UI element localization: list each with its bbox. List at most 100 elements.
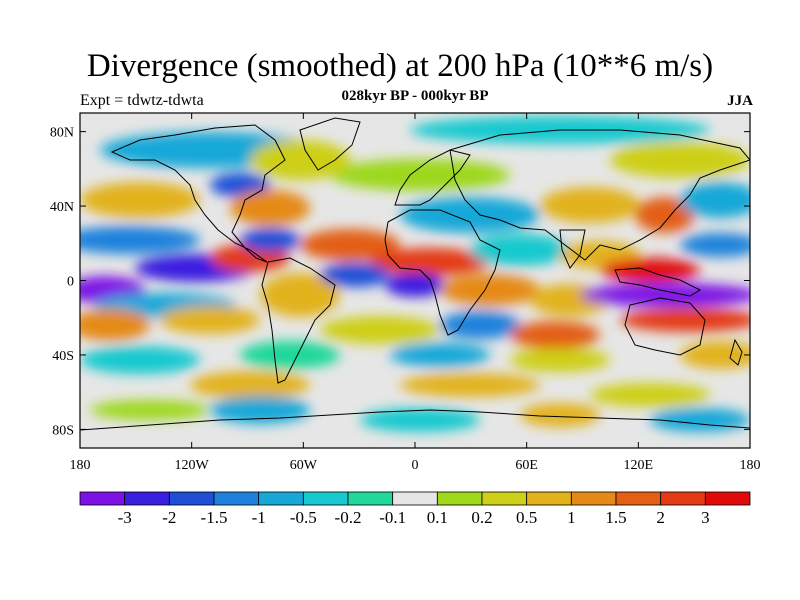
field-blob bbox=[390, 343, 490, 367]
colorbar-swatch bbox=[615, 491, 662, 506]
field-blob bbox=[590, 383, 710, 407]
field-blob bbox=[80, 346, 200, 374]
x-tick-label: 60W bbox=[290, 458, 318, 473]
new-zealand-coast bbox=[729, 338, 743, 366]
y-tick-label: 40S bbox=[52, 349, 74, 364]
colorbar-swatch bbox=[704, 491, 751, 506]
field-blob bbox=[260, 273, 340, 317]
field-blob bbox=[600, 258, 700, 282]
field-blob bbox=[320, 316, 440, 344]
colorbar-swatch bbox=[302, 491, 349, 506]
field-blob bbox=[80, 182, 200, 218]
field-blob bbox=[80, 309, 150, 341]
colorbar-swatch bbox=[481, 491, 528, 506]
colorbar-label: 0.2 bbox=[471, 508, 492, 527]
experiment-label: Expt = tdwtz-tdwta bbox=[80, 92, 204, 109]
colorbar-label: 2 bbox=[656, 508, 665, 527]
field-blob bbox=[160, 306, 260, 334]
colorbar-swatch bbox=[124, 491, 170, 506]
colorbar-label: 0.5 bbox=[516, 508, 537, 527]
colorbar-swatch bbox=[347, 491, 394, 506]
colorbar-swatch bbox=[168, 491, 215, 506]
colorbar-swatch bbox=[392, 491, 438, 506]
season-label: JJA bbox=[727, 93, 753, 109]
colorbar-label: -0.1 bbox=[379, 508, 406, 527]
field-blob bbox=[300, 229, 400, 261]
antarctica-coast bbox=[80, 409, 750, 431]
field-blob bbox=[680, 233, 750, 257]
colorbar-label: 3 bbox=[701, 508, 710, 527]
greenland-coast bbox=[299, 117, 361, 171]
coastlines bbox=[80, 117, 750, 431]
colorbar-swatch bbox=[79, 491, 126, 506]
colorbar-swatch bbox=[213, 491, 260, 506]
field-blob bbox=[635, 197, 695, 233]
x-tick-label: 180 bbox=[70, 458, 91, 473]
field-blob bbox=[400, 197, 540, 233]
field-blob bbox=[400, 373, 540, 397]
y-tick-label: 80N bbox=[50, 126, 74, 141]
field-blob bbox=[680, 182, 750, 218]
colorbar-label: -2 bbox=[162, 508, 176, 527]
europe-coast bbox=[394, 149, 471, 206]
asia-coast bbox=[449, 129, 750, 261]
field-blob bbox=[385, 273, 445, 297]
field-blob bbox=[190, 371, 310, 399]
y-tick-label: 40N bbox=[50, 200, 74, 215]
x-axis: 180 120W 60W 0 60E 120E 180 bbox=[70, 113, 761, 473]
field-blob bbox=[580, 283, 750, 307]
maritime-continent-coast bbox=[614, 267, 702, 297]
field-blob bbox=[80, 226, 200, 254]
colorbar-swatch bbox=[660, 491, 706, 506]
colorbar-swatch bbox=[570, 491, 617, 506]
x-tick-label: 60E bbox=[515, 458, 538, 473]
colorbar-label: 0.1 bbox=[427, 508, 448, 527]
colorbar: -3 -2 -1.5 -1 -0.5 -0.2 -0.1 0.1 0.2 0.5 1 1.5 2 3 bbox=[79, 491, 751, 527]
field-blob bbox=[360, 408, 480, 432]
x-tick-label: 0 bbox=[412, 458, 419, 473]
africa-coast bbox=[384, 209, 501, 336]
field-blob bbox=[330, 159, 510, 191]
x-tick-label: 120E bbox=[624, 458, 654, 473]
period-label: 028kyr BP - 000kyr BP bbox=[341, 88, 489, 104]
colorbar-label: 1.5 bbox=[605, 508, 626, 527]
field-blob bbox=[250, 140, 350, 180]
colorbar-label: -0.5 bbox=[290, 508, 317, 527]
y-axis: 80N 40N 0 40S 80S bbox=[50, 126, 750, 438]
field-blob bbox=[540, 187, 640, 223]
divergence-field bbox=[80, 116, 750, 432]
north-america-coast bbox=[110, 124, 286, 263]
field-blob bbox=[240, 341, 340, 369]
south-america-coast bbox=[261, 257, 336, 384]
australia-coast bbox=[624, 297, 706, 356]
y-tick-label: 80S bbox=[52, 423, 74, 438]
field-blob bbox=[620, 308, 750, 332]
y-tick-label: 0 bbox=[67, 275, 74, 290]
colorbar-label: -0.2 bbox=[335, 508, 362, 527]
colorbar-swatch bbox=[526, 491, 572, 506]
field-blob bbox=[230, 190, 310, 226]
field-blob bbox=[470, 234, 570, 266]
colorbar-label: -1.5 bbox=[201, 508, 228, 527]
colorbar-swatch bbox=[258, 491, 304, 506]
field-blob bbox=[320, 263, 390, 287]
colorbar-swatch bbox=[436, 491, 483, 506]
field-blob bbox=[610, 142, 750, 178]
x-tick-label: 120W bbox=[175, 458, 210, 473]
field-blob bbox=[240, 228, 300, 252]
x-tick-label: 180 bbox=[740, 458, 761, 473]
field-blob bbox=[210, 396, 310, 424]
field-blob bbox=[440, 311, 520, 339]
colorbar-label: -1 bbox=[252, 508, 266, 527]
field-blob bbox=[210, 173, 270, 197]
field-blob bbox=[510, 321, 600, 349]
field-blob bbox=[370, 248, 490, 276]
colorbar-label: 1 bbox=[567, 508, 576, 527]
chart-title: Divergence (smoothed) at 200 hPa (10**6 … bbox=[86, 48, 714, 84]
colorbar-label: -3 bbox=[118, 508, 132, 527]
india-coast bbox=[559, 229, 586, 269]
field-blob bbox=[510, 348, 610, 372]
field-blob bbox=[90, 400, 210, 420]
field-blob bbox=[440, 274, 540, 306]
